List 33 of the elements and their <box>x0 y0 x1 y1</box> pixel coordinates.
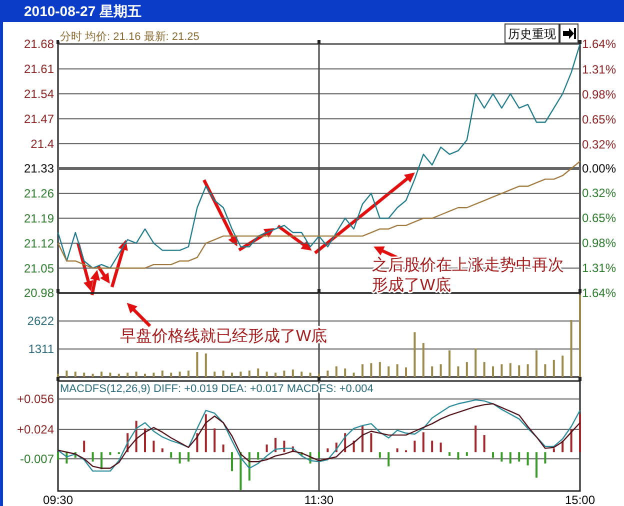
y2-tick-label: 1.31% <box>582 62 616 76</box>
chart-title: 2010-08-27 星期五 <box>24 3 142 19</box>
y2-tick-label: 0.65% <box>582 211 616 226</box>
history-button: 历史重现 <box>504 24 560 44</box>
y-tick-label: 21.47 <box>24 112 54 126</box>
y-tick-label: 21.54 <box>24 87 54 101</box>
chart-subtitle: 分时 均价: 21.16 最新: 21.25 <box>60 30 200 43</box>
y2-tick-label: 0.98% <box>582 87 616 102</box>
y-tick-label: 21.12 <box>24 236 54 250</box>
x-tick-label: 11:30 <box>304 493 334 506</box>
y-tick-label: 21.68 <box>24 37 54 52</box>
y-tick-label: 21.4 <box>30 136 54 151</box>
y-tick-label: 21.61 <box>24 62 54 76</box>
y-tick-label: 21.26 <box>24 186 54 201</box>
y2-tick-label: 1.64% <box>582 286 616 300</box>
y-tick-label: -0.007 <box>20 452 54 466</box>
y-tick-label: 21.19 <box>24 212 54 226</box>
y-tick-label: +0.056 <box>16 392 54 406</box>
y2-tick-label: 0.65% <box>582 112 616 126</box>
y-tick-label: 1311 <box>28 342 54 356</box>
y2-tick-label: 0.00% <box>582 162 616 176</box>
y-tick-label: 20.98 <box>24 286 54 300</box>
x-tick-label: 15:00 <box>564 493 596 506</box>
y2-tick-label: 1.64% <box>582 37 616 52</box>
y2-tick-label: 1.31% <box>582 261 616 276</box>
y-tick-label: 21.05 <box>24 261 54 276</box>
y-tick-label: 2622 <box>27 314 54 328</box>
x-tick-label: 09:30 <box>42 493 74 506</box>
y-tick-label: +0.024 <box>16 422 54 437</box>
y-tick-label: 21.33 <box>24 162 54 176</box>
y2-tick-label: 0.32% <box>582 137 616 152</box>
y2-tick-label: 0.32% <box>582 186 616 200</box>
y2-tick-label: 0.98% <box>582 236 616 250</box>
